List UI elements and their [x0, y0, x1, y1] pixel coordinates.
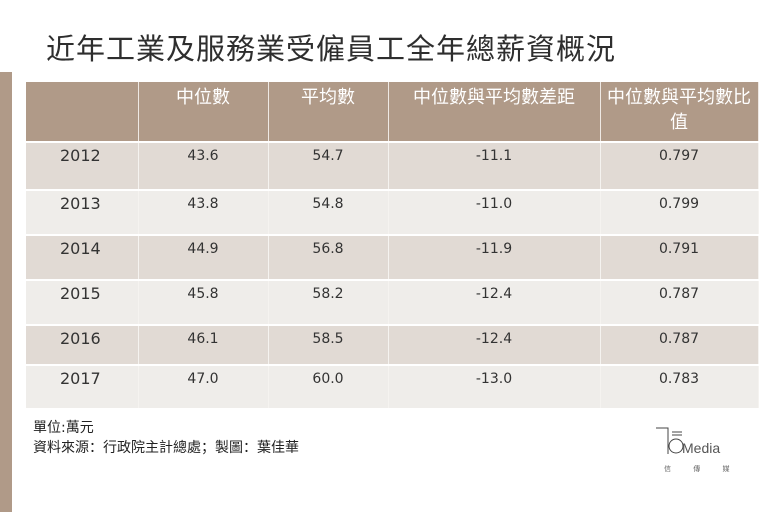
side-accent-bar: [0, 72, 12, 512]
column-header: [26, 82, 139, 142]
value-cell: -11.0: [388, 189, 601, 235]
table-header-row: 中位數 平均數 中位數與平均數差距 中位數與平均數比值: [26, 82, 759, 142]
svg-text:信 傳 媒: 信 傳 媒: [664, 464, 739, 473]
value-cell: 0.799: [600, 189, 759, 235]
value-cell: 0.787: [600, 279, 759, 325]
value-cell: -13.0: [388, 364, 601, 408]
value-cell: 0.787: [600, 324, 759, 365]
media-logo: Media 信 傳 媒: [656, 427, 739, 473]
value-cell: -12.4: [388, 324, 601, 365]
year-cell: 2016: [26, 324, 139, 365]
table-row: 2014 44.9 56.8 -11.9 0.791: [26, 234, 759, 280]
value-cell: 0.797: [600, 141, 759, 190]
value-cell: 58.2: [268, 279, 389, 325]
value-cell: 56.8: [268, 234, 389, 280]
value-cell: -12.4: [388, 279, 601, 325]
column-header: 中位數與平均數比值: [600, 82, 759, 142]
year-cell: 2015: [26, 279, 139, 325]
value-cell: 60.0: [268, 364, 389, 408]
value-cell: 46.1: [138, 324, 269, 365]
value-cell: 0.783: [600, 364, 759, 408]
svg-text:Media: Media: [682, 440, 720, 456]
column-header: 中位數: [138, 82, 269, 142]
value-cell: -11.9: [388, 234, 601, 280]
value-cell: 0.791: [600, 234, 759, 280]
table-row: 2016 46.1 58.5 -12.4 0.787: [26, 324, 759, 365]
value-cell: 54.7: [268, 141, 389, 190]
value-cell: -11.1: [388, 141, 601, 190]
salary-table: 中位數 平均數 中位數與平均數差距 中位數與平均數比值 2012 43.6 54.7 -11…: [26, 82, 759, 408]
table-row: 2013 43.8 54.8 -11.0 0.799: [26, 189, 759, 235]
value-cell: 45.8: [138, 279, 269, 325]
year-cell: 2012: [26, 141, 139, 190]
column-header: 中位數與平均數差距: [388, 82, 601, 142]
year-cell: 2017: [26, 364, 139, 408]
source-note: 資料來源：行政院主計總處；製圖：葉佳華: [33, 440, 299, 456]
column-header: 平均數: [268, 82, 389, 142]
value-cell: 54.8: [268, 189, 389, 235]
unit-note: 單位:萬元: [33, 420, 94, 436]
footnotes: 單位:萬元 資料來源：行政院主計總處；製圖：葉佳華: [33, 418, 299, 458]
value-cell: 44.9: [138, 234, 269, 280]
value-cell: 58.5: [268, 324, 389, 365]
value-cell: 47.0: [138, 364, 269, 408]
value-cell: 43.8: [138, 189, 269, 235]
year-cell: 2013: [26, 189, 139, 235]
table-row: 2012 43.6 54.7 -11.1 0.797: [26, 141, 759, 190]
page-title: 近年工業及服務業受僱員工全年總薪資概況: [46, 32, 617, 66]
table-row: 2015 45.8 58.2 -12.4 0.787: [26, 279, 759, 325]
year-cell: 2014: [26, 234, 139, 280]
value-cell: 43.6: [138, 141, 269, 190]
table-row: 2017 47.0 60.0 -13.0 0.783: [26, 364, 759, 408]
